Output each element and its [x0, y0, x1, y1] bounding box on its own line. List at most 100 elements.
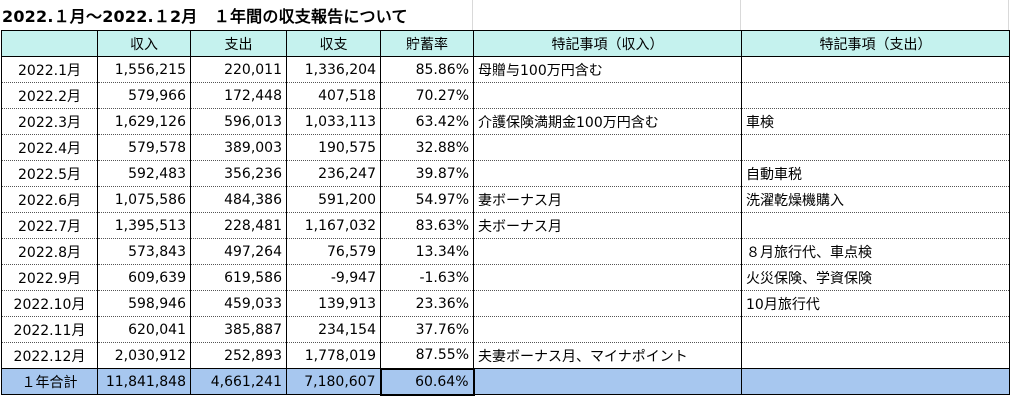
- income-cell[interactable]: 620,041: [97, 316, 191, 343]
- month-cell[interactable]: 2022.10月: [1, 290, 98, 317]
- expense-cell[interactable]: 484,386: [190, 186, 287, 213]
- header-income[interactable]: 収入: [97, 30, 191, 57]
- note-income-cell[interactable]: 夫妻ボーナス月、マイナポイント: [473, 342, 742, 369]
- balance-cell[interactable]: 1,336,204: [286, 56, 381, 83]
- month-cell[interactable]: 2022.8月: [1, 238, 98, 265]
- expense-cell[interactable]: 220,011: [190, 56, 287, 83]
- note-expense-cell[interactable]: [741, 316, 1010, 343]
- note-income-cell[interactable]: 夫ボーナス月: [473, 212, 742, 239]
- balance-cell[interactable]: 407,518: [286, 82, 381, 109]
- total-balance-cell[interactable]: 7,180,607: [286, 368, 381, 395]
- balance-cell[interactable]: 591,200: [286, 186, 381, 213]
- total-row: １年合計 11,841,848 4,661,241 7,180,607 60.64%: [1, 367, 1010, 396]
- total-note-expense-cell[interactable]: [741, 368, 1010, 395]
- note-income-cell[interactable]: [473, 238, 742, 265]
- header-savings-rate[interactable]: 貯蓄率: [380, 30, 474, 57]
- note-income-cell[interactable]: [473, 82, 742, 109]
- header-balance[interactable]: 収支: [286, 30, 381, 57]
- note-income-cell[interactable]: [473, 160, 742, 187]
- expense-cell[interactable]: 228,481: [190, 212, 287, 239]
- table-row: 2022.9月 609,639 619,586 -9,947 -1.63% 火災保険、学資…: [1, 264, 1010, 291]
- note-expense-cell[interactable]: [741, 342, 1010, 369]
- note-expense-cell[interactable]: 自動車税: [741, 160, 1010, 187]
- income-cell[interactable]: 2,030,912: [97, 342, 191, 369]
- header-expense[interactable]: 支出: [190, 30, 287, 57]
- header-month[interactable]: [1, 30, 98, 57]
- month-cell[interactable]: 2022.9月: [1, 264, 98, 291]
- expense-cell[interactable]: 172,448: [190, 82, 287, 109]
- savings-rate-cell[interactable]: 70.27%: [380, 82, 474, 109]
- month-cell[interactable]: 2022.6月: [1, 186, 98, 213]
- month-cell[interactable]: 2022.12月: [1, 342, 98, 369]
- savings-rate-cell[interactable]: -1.63%: [380, 264, 474, 291]
- savings-rate-cell[interactable]: 87.55%: [380, 342, 474, 369]
- balance-cell[interactable]: 1,167,032: [286, 212, 381, 239]
- balance-cell[interactable]: 76,579: [286, 238, 381, 265]
- expense-cell[interactable]: 252,893: [190, 342, 287, 369]
- total-income-cell[interactable]: 11,841,848: [97, 368, 191, 395]
- note-expense-cell[interactable]: [741, 134, 1010, 161]
- income-cell[interactable]: 579,966: [97, 82, 191, 109]
- income-cell[interactable]: 592,483: [97, 160, 191, 187]
- income-cell[interactable]: 579,578: [97, 134, 191, 161]
- note-income-cell[interactable]: 介護保険満期金100万円含む: [473, 108, 742, 135]
- income-cell[interactable]: 598,946: [97, 290, 191, 317]
- total-note-income-cell[interactable]: [473, 368, 742, 395]
- savings-rate-cell[interactable]: 83.63%: [380, 212, 474, 239]
- income-cell[interactable]: 1,556,215: [97, 56, 191, 83]
- month-cell[interactable]: 2022.7月: [1, 212, 98, 239]
- savings-rate-cell[interactable]: 23.36%: [380, 290, 474, 317]
- income-cell[interactable]: 1,395,513: [97, 212, 191, 239]
- note-expense-cell[interactable]: 車検: [741, 108, 1010, 135]
- header-note-income[interactable]: 特記事項（収入）: [473, 30, 742, 57]
- savings-rate-cell[interactable]: 63.42%: [380, 108, 474, 135]
- note-income-cell[interactable]: [473, 316, 742, 343]
- total-month-cell[interactable]: １年合計: [1, 368, 98, 395]
- expense-cell[interactable]: 497,264: [190, 238, 287, 265]
- expense-cell[interactable]: 619,586: [190, 264, 287, 291]
- savings-rate-cell[interactable]: 85.86%: [380, 56, 474, 83]
- savings-rate-cell[interactable]: 39.87%: [380, 160, 474, 187]
- note-expense-cell[interactable]: 洗濯乾燥機購入: [741, 186, 1010, 213]
- total-savings-rate-cell[interactable]: 60.64%: [379, 367, 475, 396]
- savings-rate-cell[interactable]: 54.97%: [380, 186, 474, 213]
- month-cell[interactable]: 2022.5月: [1, 160, 98, 187]
- header-note-expense[interactable]: 特記事項（支出）: [741, 30, 1010, 57]
- note-income-cell[interactable]: [473, 264, 742, 291]
- income-cell[interactable]: 1,629,126: [97, 108, 191, 135]
- month-cell[interactable]: 2022.1月: [1, 56, 98, 83]
- note-expense-cell[interactable]: [741, 82, 1010, 109]
- expense-cell[interactable]: 596,013: [190, 108, 287, 135]
- month-cell[interactable]: 2022.4月: [1, 134, 98, 161]
- balance-cell[interactable]: 1,033,113: [286, 108, 381, 135]
- note-income-cell[interactable]: 妻ボーナス月: [473, 186, 742, 213]
- month-cell[interactable]: 2022.2月: [1, 82, 98, 109]
- balance-cell[interactable]: 234,154: [286, 316, 381, 343]
- note-expense-cell[interactable]: [741, 212, 1010, 239]
- note-income-cell[interactable]: [473, 134, 742, 161]
- income-cell[interactable]: 609,639: [97, 264, 191, 291]
- balance-cell[interactable]: 139,913: [286, 290, 381, 317]
- balance-cell[interactable]: -9,947: [286, 264, 381, 291]
- total-expense-cell[interactable]: 4,661,241: [190, 368, 287, 395]
- expense-cell[interactable]: 389,003: [190, 134, 287, 161]
- income-cell[interactable]: 1,075,586: [97, 186, 191, 213]
- note-expense-cell[interactable]: 火災保険、学資保険: [741, 264, 1010, 291]
- note-expense-cell[interactable]: [741, 56, 1010, 83]
- note-income-cell[interactable]: 母贈与100万円含む: [473, 56, 742, 83]
- balance-cell[interactable]: 236,247: [286, 160, 381, 187]
- note-expense-cell[interactable]: 10月旅行代: [741, 290, 1010, 317]
- note-income-cell[interactable]: [473, 290, 742, 317]
- note-expense-cell[interactable]: ８月旅行代、車点検: [741, 238, 1010, 265]
- savings-rate-cell[interactable]: 32.88%: [380, 134, 474, 161]
- savings-rate-cell[interactable]: 13.34%: [380, 238, 474, 265]
- income-cell[interactable]: 573,843: [97, 238, 191, 265]
- expense-cell[interactable]: 385,887: [190, 316, 287, 343]
- expense-cell[interactable]: 356,236: [190, 160, 287, 187]
- month-cell[interactable]: 2022.3月: [1, 108, 98, 135]
- month-cell[interactable]: 2022.11月: [1, 316, 98, 343]
- balance-cell[interactable]: 1,778,019: [286, 342, 381, 369]
- savings-rate-cell[interactable]: 37.76%: [380, 316, 474, 343]
- expense-cell[interactable]: 459,033: [190, 290, 287, 317]
- balance-cell[interactable]: 190,575: [286, 134, 381, 161]
